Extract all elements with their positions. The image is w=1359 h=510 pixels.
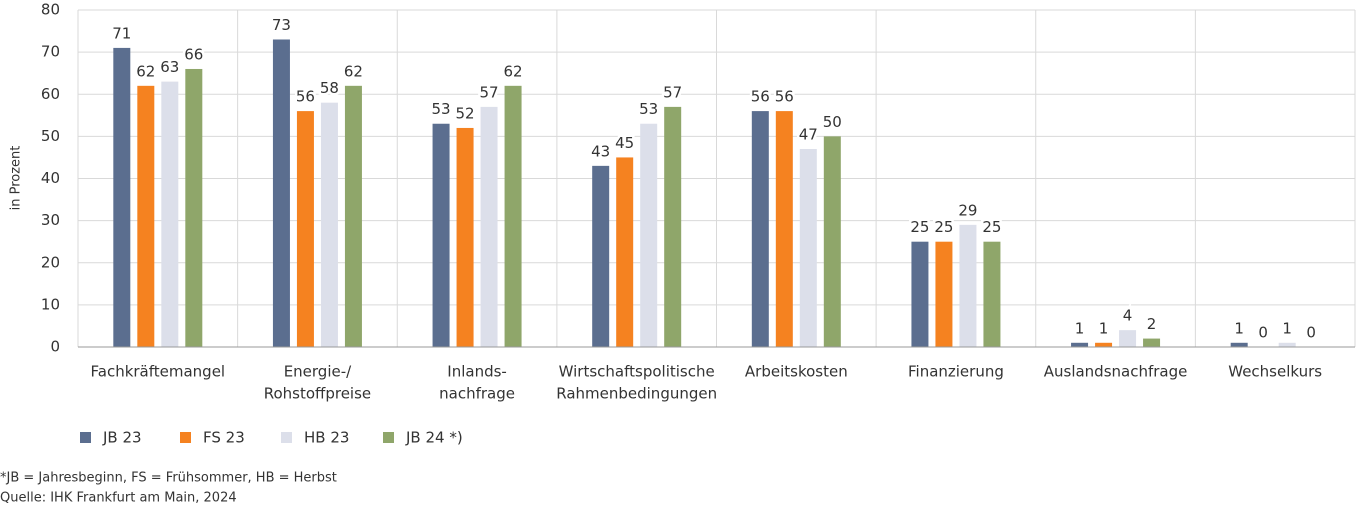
value-label: 2 bbox=[1147, 315, 1157, 333]
legend-swatch bbox=[383, 432, 394, 443]
value-label: 58 bbox=[320, 79, 339, 97]
value-label: 53 bbox=[432, 100, 451, 118]
bar bbox=[296, 111, 314, 347]
value-label: 1 bbox=[1075, 319, 1085, 337]
bar bbox=[1095, 342, 1113, 347]
x-tick-label: Rahmenbedingungen bbox=[556, 385, 717, 403]
bar bbox=[911, 241, 929, 347]
bar bbox=[616, 157, 634, 347]
value-label: 71 bbox=[112, 24, 131, 42]
x-tick-label: Finanzierung bbox=[908, 363, 1004, 381]
value-label: 50 bbox=[823, 113, 842, 131]
value-label: 56 bbox=[296, 88, 315, 106]
bar bbox=[272, 39, 290, 348]
y-tick-label: 60 bbox=[41, 85, 60, 103]
x-tick-label: Rohstoffpreise bbox=[264, 385, 371, 403]
bar bbox=[799, 149, 817, 347]
legend-label: FS 23 bbox=[203, 429, 245, 447]
y-tick-label: 30 bbox=[41, 211, 60, 229]
bar bbox=[983, 241, 1001, 347]
bar bbox=[775, 111, 793, 347]
footnote: Quelle: IHK Frankfurt am Main, 2024 bbox=[0, 491, 237, 506]
value-label: 0 bbox=[1258, 324, 1268, 342]
value-label: 25 bbox=[934, 218, 953, 236]
legend-label: JB 23 bbox=[102, 429, 142, 447]
value-label: 1 bbox=[1099, 319, 1109, 337]
value-label: 56 bbox=[751, 88, 770, 106]
value-label: 73 bbox=[272, 16, 291, 34]
bar bbox=[1119, 330, 1137, 347]
value-label: 66 bbox=[184, 45, 203, 63]
bar bbox=[664, 106, 682, 347]
x-tick-label: Auslandsnachfrage bbox=[1044, 363, 1188, 381]
y-tick-label: 80 bbox=[41, 1, 60, 19]
x-tick-label: Wirtschaftspolitische bbox=[559, 363, 715, 381]
value-label: 57 bbox=[663, 83, 682, 101]
value-label: 52 bbox=[456, 104, 475, 122]
value-label: 62 bbox=[344, 62, 363, 80]
legend-swatch bbox=[281, 432, 292, 443]
bar bbox=[185, 68, 203, 347]
bar bbox=[935, 241, 953, 347]
bar bbox=[504, 85, 522, 347]
value-label: 4 bbox=[1123, 307, 1133, 325]
value-label: 1 bbox=[1234, 319, 1244, 337]
y-tick-label: 50 bbox=[41, 127, 60, 145]
value-label: 29 bbox=[958, 201, 977, 219]
legend-label: JB 24 *) bbox=[405, 429, 463, 447]
bar bbox=[1230, 342, 1248, 347]
bar bbox=[823, 136, 841, 347]
x-tick-label: nachfrage bbox=[439, 385, 515, 403]
bar bbox=[959, 224, 977, 347]
y-tick-label: 70 bbox=[41, 43, 60, 61]
bar bbox=[137, 85, 155, 347]
value-label: 47 bbox=[799, 126, 818, 144]
x-tick-label: Arbeitskosten bbox=[745, 363, 848, 381]
y-axis-label: in Prozent bbox=[9, 146, 24, 211]
bar bbox=[320, 102, 338, 347]
value-label: 57 bbox=[480, 83, 499, 101]
bar bbox=[480, 106, 498, 347]
footnote: *JB = Jahresbeginn, FS = Frühsommer, HB … bbox=[0, 471, 337, 486]
value-label: 45 bbox=[615, 134, 634, 152]
value-label: 56 bbox=[775, 88, 794, 106]
x-tick-label: Wechselkurs bbox=[1228, 363, 1322, 381]
bar bbox=[640, 123, 658, 347]
bar bbox=[1143, 338, 1161, 347]
bar bbox=[113, 47, 131, 347]
bar bbox=[161, 81, 179, 348]
value-label: 53 bbox=[639, 100, 658, 118]
value-label: 62 bbox=[504, 62, 523, 80]
bar bbox=[432, 123, 450, 347]
y-tick-label: 40 bbox=[41, 169, 60, 187]
legend-label: HB 23 bbox=[304, 429, 349, 447]
y-tick-label: 20 bbox=[41, 253, 60, 271]
value-label: 0 bbox=[1306, 324, 1316, 342]
bar bbox=[344, 85, 362, 347]
value-label: 25 bbox=[910, 218, 929, 236]
x-tick-label: Fachkräftemangel bbox=[91, 363, 226, 381]
bar bbox=[1071, 342, 1089, 347]
bar bbox=[1278, 342, 1296, 347]
value-label: 1 bbox=[1282, 319, 1292, 337]
legend-swatch bbox=[180, 432, 191, 443]
bar bbox=[456, 127, 474, 347]
value-label: 43 bbox=[591, 142, 610, 160]
value-label: 62 bbox=[136, 62, 155, 80]
bar bbox=[751, 111, 769, 347]
x-tick-label: Energie-/ bbox=[284, 363, 352, 381]
value-label: 25 bbox=[982, 218, 1001, 236]
y-tick-label: 10 bbox=[41, 295, 60, 313]
bar bbox=[592, 165, 610, 347]
value-label: 63 bbox=[160, 58, 179, 76]
x-tick-label: Inlands- bbox=[447, 363, 507, 381]
y-tick-label: 0 bbox=[50, 338, 60, 356]
legend-swatch bbox=[80, 432, 91, 443]
